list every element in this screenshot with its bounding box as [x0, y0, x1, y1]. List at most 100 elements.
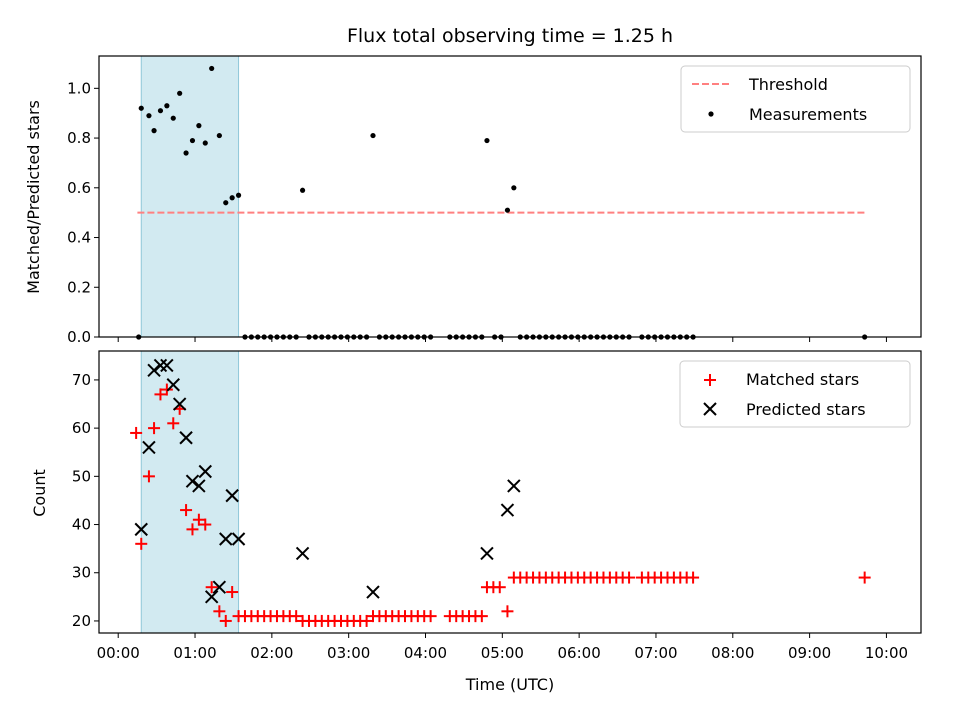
matched-star-point — [475, 610, 488, 623]
measurement-point — [189, 137, 196, 144]
measurement-point — [229, 195, 235, 201]
predicted-star-point — [179, 431, 193, 445]
predicted-star-point — [134, 522, 148, 537]
legend-matched-label: Matched stars — [746, 370, 859, 389]
matched-star-point — [130, 426, 143, 439]
bottom-axes-frame — [98, 350, 922, 634]
matched-star-point — [858, 571, 871, 584]
top-ytick-label: 1.0 — [67, 79, 91, 97]
top-legend-box — [680, 65, 911, 133]
bottom-ytick-label: 20 — [72, 612, 91, 630]
matched-star-point — [186, 523, 199, 536]
legend-measurements-label: Measurements — [749, 105, 867, 124]
matched-star-point — [424, 610, 437, 623]
predicted-star-point — [153, 358, 168, 373]
bottom-x-ticks: 00:00 01:00 02:00 03:00 04:00 05:00 06:00 07:00… — [97, 633, 908, 662]
matched-star-point — [226, 586, 239, 599]
measurement-point — [138, 105, 144, 111]
top-ytick-label: 0.6 — [67, 179, 91, 197]
predicted-star-point — [160, 358, 174, 373]
matched-star-point — [142, 470, 155, 483]
measurement-point — [177, 90, 183, 96]
measurement-point — [151, 128, 157, 134]
legend-threshold-label: Threshold — [748, 75, 828, 94]
matched-star-point — [213, 605, 226, 618]
bottom-panel: 20 30 40 50 60 70 00:00 01:00 02:00 03:00 04:00 05… — [30, 350, 922, 694]
matched-star-point — [501, 605, 514, 618]
predicted-star-point — [366, 585, 380, 599]
bottom-ytick-label: 30 — [72, 564, 91, 582]
bottom-xtick-label: 08:00 — [711, 644, 754, 662]
measurement-point — [370, 132, 376, 139]
bottom-legend-box — [679, 360, 911, 428]
top-ytick-label: 0.8 — [67, 129, 91, 147]
bottom-ytick-label: 60 — [72, 419, 91, 437]
bottom-y-ticks: 20 30 40 50 60 70 — [72, 371, 99, 630]
matched-star-point — [219, 614, 232, 627]
bottom-legend: Matched stars Predicted stars — [679, 360, 911, 428]
bottom-xtick-label: 02:00 — [250, 644, 293, 662]
measurement-point — [146, 113, 152, 119]
measurement-point — [183, 150, 189, 156]
measurement-point — [196, 123, 202, 129]
predicted-star-point — [198, 464, 212, 479]
predicted-star-point — [295, 546, 310, 561]
predicted-star-point — [212, 580, 227, 594]
predicted-star-point — [166, 378, 180, 392]
predicted-star-point — [480, 546, 494, 561]
bottom-xtick-label: 09:00 — [788, 644, 831, 662]
legend-predicted-label: Predicted stars — [746, 400, 866, 419]
top-legend: Threshold Measurements — [680, 65, 911, 133]
matched-star-point — [160, 383, 173, 396]
bottom-xtick-label: 06:00 — [558, 644, 601, 662]
measurement-point — [235, 192, 242, 198]
matched-star-point — [192, 513, 205, 526]
matched-star-point — [148, 422, 161, 435]
measurement-point — [202, 140, 208, 146]
measurement-point — [484, 137, 490, 144]
measurement-point — [170, 115, 176, 121]
matched-star-point — [205, 581, 218, 594]
predicted-star-point — [231, 532, 246, 546]
legend-predicted-marker — [703, 402, 717, 416]
bottom-xtick-label: 04:00 — [404, 644, 447, 662]
predicted-star-point — [225, 488, 239, 503]
top-axes-frame — [98, 55, 922, 338]
matched-star-point — [290, 610, 303, 623]
measurement-point — [209, 65, 215, 72]
legend-measurements-marker — [708, 111, 714, 117]
bottom-ytick-label: 70 — [72, 371, 91, 389]
top-ylabel: Matched/Predicted stars — [24, 100, 43, 294]
matched-star-point — [180, 504, 193, 517]
legend-matched-marker — [704, 374, 716, 386]
bottom-ytick-label: 50 — [72, 467, 91, 485]
top-ytick-label: 0.0 — [67, 328, 91, 346]
predicted-star-point — [507, 479, 521, 493]
matched-star-point — [167, 417, 180, 430]
matched-star-point — [360, 614, 373, 627]
measurement-point — [511, 185, 517, 191]
bottom-xtick-label: 01:00 — [173, 644, 216, 662]
predicted-star-point — [147, 363, 161, 377]
matched-star-point — [493, 581, 506, 594]
predicted-star-point — [219, 532, 233, 546]
matched-star-point — [199, 518, 212, 531]
matched-star-point — [623, 571, 636, 584]
predicted-star-point — [185, 474, 200, 488]
matched-star-point — [687, 571, 700, 584]
predicted-star-point — [142, 440, 156, 455]
bottom-marks — [130, 358, 871, 627]
top-x-ticks — [117, 337, 887, 342]
observing-interval-shade-top — [140, 55, 240, 338]
predicted-star-point — [204, 590, 219, 604]
top-ytick-label: 0.2 — [67, 278, 91, 296]
bottom-ylabel: Count — [30, 469, 49, 517]
predicted-star-point — [192, 479, 206, 493]
measurement-point — [504, 207, 511, 213]
measurement-point — [216, 132, 222, 139]
measurement-point — [223, 200, 229, 206]
chart-title: Flux total observing time = 1.25 h — [347, 25, 673, 47]
top-panel: 0.0 0.2 0.4 0.6 0.8 1.0 Matched/Predicted sta… — [24, 55, 922, 346]
bottom-xtick-label: 07:00 — [634, 644, 677, 662]
